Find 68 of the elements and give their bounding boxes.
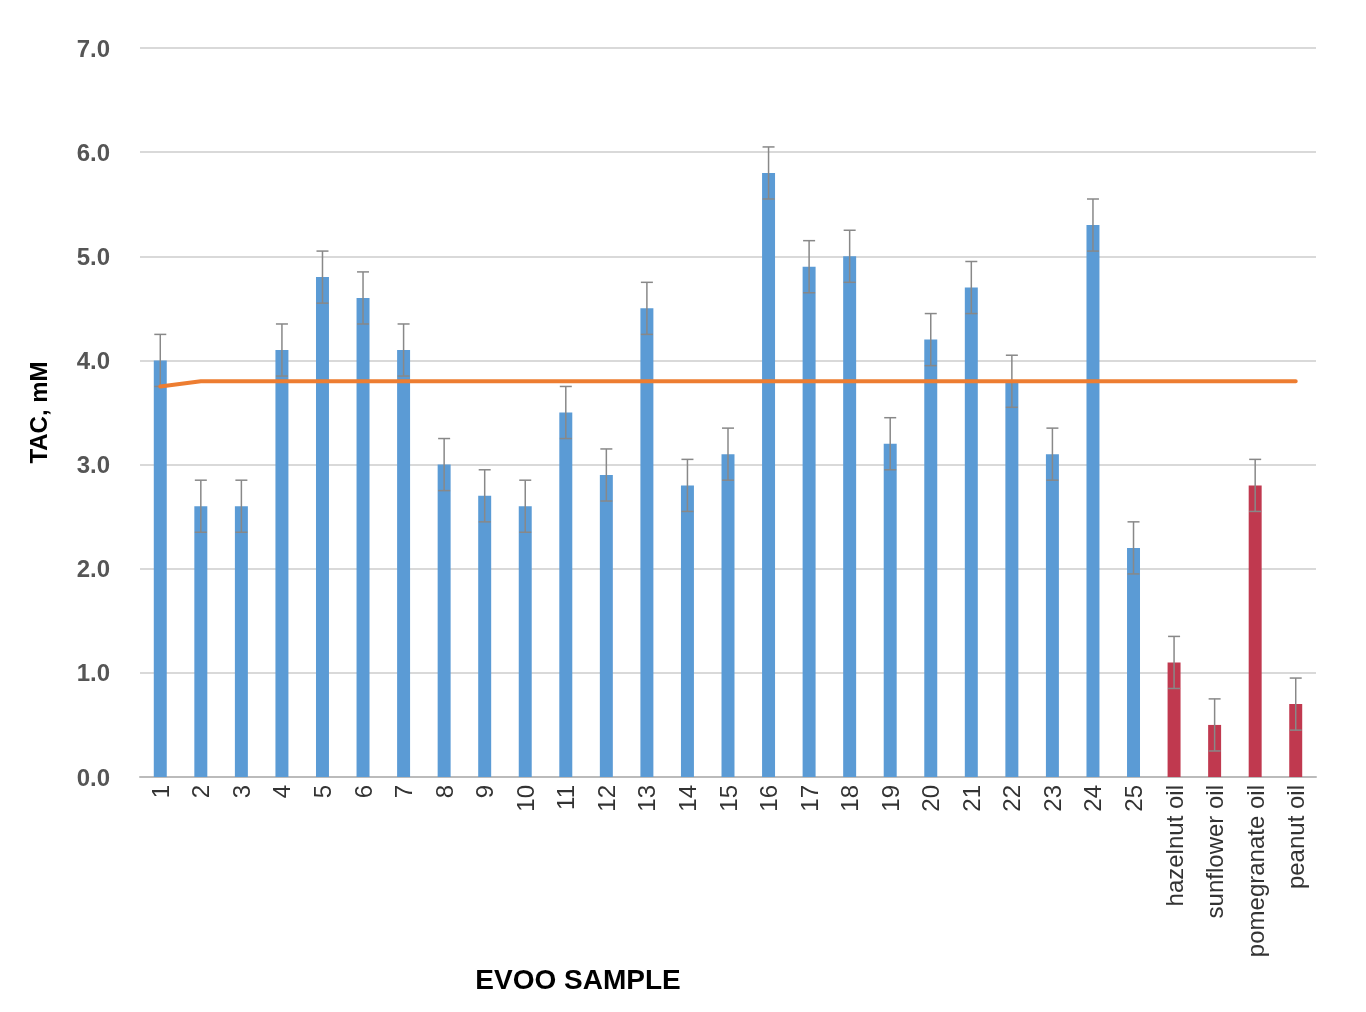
bar: [1248, 485, 1262, 777]
x-tick-label: 6: [349, 785, 377, 799]
x-tick-label: 4: [268, 785, 296, 799]
x-tick-label: 1: [146, 785, 174, 799]
x-tick-label: 3: [227, 785, 255, 799]
x-tick-label: 12: [592, 785, 620, 812]
bar: [1127, 547, 1141, 777]
bar: [315, 277, 329, 777]
bar: [1005, 381, 1019, 777]
bar: [802, 266, 816, 777]
bar: [518, 506, 532, 777]
y-tick-label: 7.0: [76, 34, 110, 62]
bar: [843, 256, 857, 777]
x-tick-label: 21: [957, 785, 985, 812]
x-tick-label: 17: [795, 785, 823, 812]
x-tick-label: 5: [308, 785, 336, 799]
y-tick-label: 1.0: [76, 659, 110, 687]
bar: [356, 297, 370, 777]
y-tick-label: 4.0: [76, 346, 110, 374]
bar: [680, 485, 694, 777]
x-tick-label: 25: [1120, 785, 1148, 812]
x-tick-label: sunflower oil: [1201, 785, 1229, 919]
y-tick-label: 6.0: [76, 138, 110, 166]
bar: [234, 506, 248, 777]
bar: [397, 350, 411, 777]
bar: [1167, 662, 1181, 777]
bar: [194, 506, 208, 777]
bar: [437, 464, 451, 777]
x-tick-label: 16: [755, 785, 783, 812]
x-axis-title: EVOO SAMPLE: [475, 963, 681, 995]
y-tick-label: 5.0: [76, 242, 110, 270]
bar: [153, 360, 167, 777]
x-tick-label: peanut oil: [1282, 785, 1310, 890]
bar: [275, 350, 289, 777]
x-tick-label: 18: [836, 785, 864, 812]
bar: [762, 172, 776, 777]
x-tick-label: 15: [714, 785, 742, 812]
x-tick-label: pomegranate oil: [1241, 785, 1269, 958]
x-tick-label: 22: [998, 785, 1026, 812]
bar: [1086, 225, 1100, 777]
x-tick-label: 24: [1079, 785, 1107, 812]
x-tick-label: 13: [633, 785, 661, 812]
y-axis-title: TAC, mM: [24, 361, 52, 464]
bar: [964, 287, 978, 777]
x-tick-label: 11: [552, 785, 580, 810]
x-tick-label: 23: [1038, 785, 1066, 812]
bar: [640, 308, 654, 777]
x-tick-label: 20: [917, 785, 945, 812]
bar: [1045, 454, 1059, 777]
y-tick-label: 2.0: [76, 555, 110, 583]
bar: [1208, 724, 1222, 777]
x-tick-label: 8: [430, 785, 458, 799]
bar: [599, 474, 613, 777]
x-tick-label: 14: [673, 785, 701, 812]
bar: [478, 495, 492, 777]
y-tick-label: 0.0: [76, 763, 110, 791]
x-tick-label: 19: [876, 785, 904, 812]
bar: [1289, 704, 1303, 777]
x-tick-label: 9: [471, 785, 499, 799]
x-tick-label: 2: [187, 785, 215, 799]
bar: [721, 454, 735, 777]
bar: [559, 412, 573, 777]
x-tick-label: 7: [390, 785, 418, 799]
x-tick-label: 10: [511, 785, 539, 812]
bar: [924, 339, 938, 777]
bar: [883, 443, 897, 777]
x-tick-label: hazelnut oil: [1160, 785, 1188, 907]
y-tick-label: 3.0: [76, 451, 110, 479]
